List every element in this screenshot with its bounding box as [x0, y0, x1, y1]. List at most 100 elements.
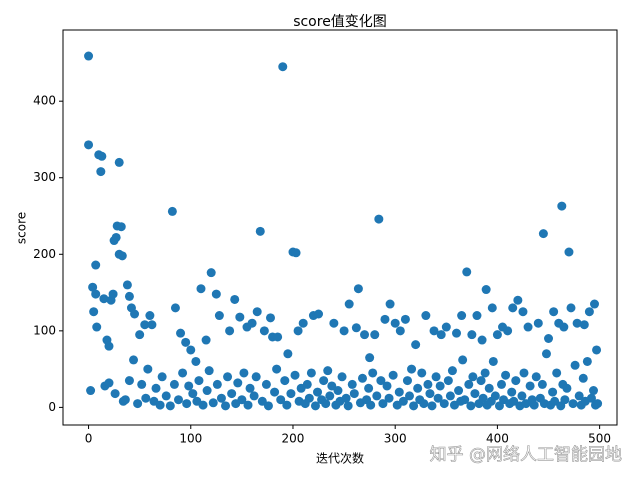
point	[291, 248, 301, 258]
point	[574, 391, 584, 401]
point	[508, 303, 518, 313]
point	[374, 214, 384, 224]
point	[86, 386, 96, 396]
point	[360, 330, 370, 340]
point	[368, 368, 378, 378]
x-tick-label: 500	[588, 432, 611, 446]
point	[439, 399, 449, 409]
point	[182, 399, 192, 409]
point	[398, 396, 408, 406]
point	[194, 376, 204, 386]
x-tick-label: 400	[486, 432, 509, 446]
point	[584, 307, 594, 317]
point	[198, 400, 208, 410]
point	[364, 383, 374, 393]
point	[435, 381, 445, 391]
point	[313, 387, 323, 397]
point	[184, 381, 194, 391]
point	[468, 372, 478, 382]
point	[443, 376, 453, 386]
point	[441, 322, 451, 332]
point	[333, 386, 343, 396]
point	[366, 400, 376, 410]
point	[559, 322, 569, 332]
point	[454, 386, 464, 396]
point	[519, 368, 529, 378]
point	[572, 318, 582, 328]
point	[537, 379, 547, 389]
point	[276, 395, 286, 405]
point	[464, 379, 474, 389]
point	[88, 282, 98, 292]
point	[272, 364, 282, 374]
x-tick-label: 300	[384, 432, 407, 446]
point	[84, 140, 94, 150]
watermark: 知乎 @网络人工智能园地	[430, 445, 622, 465]
point	[145, 311, 155, 321]
point	[304, 393, 314, 403]
point	[481, 285, 491, 295]
point	[124, 291, 134, 301]
point	[501, 370, 511, 380]
point	[517, 391, 527, 401]
point	[523, 322, 533, 332]
point	[143, 364, 153, 374]
point	[492, 330, 502, 340]
point	[388, 370, 398, 380]
point	[325, 391, 335, 401]
point	[378, 399, 388, 409]
point	[252, 307, 262, 317]
point	[427, 401, 437, 411]
point	[133, 399, 143, 409]
point	[568, 399, 578, 409]
point	[588, 386, 598, 396]
point	[257, 396, 267, 406]
point	[525, 381, 535, 391]
point	[91, 289, 101, 299]
point	[592, 345, 602, 355]
point	[509, 396, 519, 406]
point	[169, 379, 179, 389]
point	[323, 366, 333, 376]
point	[130, 309, 140, 319]
point	[382, 381, 392, 391]
point	[270, 387, 280, 397]
point	[329, 318, 339, 328]
point	[384, 393, 394, 403]
point	[140, 320, 150, 330]
point	[327, 381, 337, 391]
chart-title: score值变化图	[293, 14, 387, 30]
point	[457, 311, 467, 321]
point	[337, 372, 347, 382]
point	[447, 366, 457, 376]
point	[538, 229, 548, 239]
point	[496, 379, 506, 389]
point	[206, 268, 216, 278]
point	[282, 400, 292, 410]
point	[104, 378, 114, 388]
y-axis-label: score	[15, 212, 29, 244]
point	[135, 330, 145, 340]
point	[237, 395, 247, 405]
point	[365, 353, 375, 363]
point	[341, 393, 351, 403]
point	[562, 383, 572, 393]
point	[419, 399, 429, 409]
point	[265, 313, 275, 323]
point	[181, 337, 191, 347]
point	[376, 376, 386, 386]
point	[586, 393, 596, 403]
point	[141, 393, 151, 403]
x-axis-label: 迭代次数	[316, 451, 364, 466]
point	[170, 303, 180, 313]
point	[124, 376, 134, 386]
point	[167, 206, 177, 216]
point	[278, 62, 288, 72]
point	[245, 383, 255, 393]
y-tick-label: 300	[33, 170, 56, 184]
point	[339, 326, 349, 336]
point	[467, 330, 477, 340]
point	[582, 356, 592, 366]
point	[273, 332, 283, 342]
